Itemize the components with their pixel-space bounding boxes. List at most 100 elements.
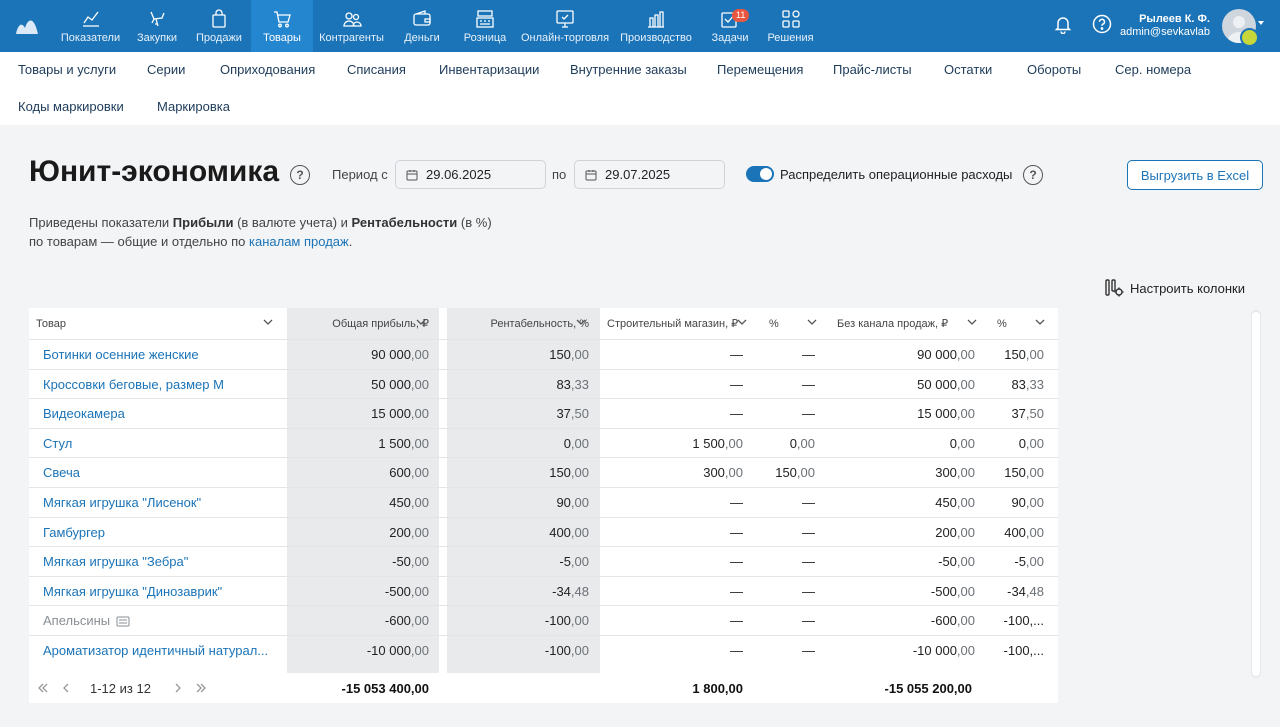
chevron-down-icon[interactable] bbox=[263, 319, 273, 326]
prev-page-icon[interactable] bbox=[60, 682, 72, 694]
column-header[interactable]: Строительный магазин, ₽ bbox=[607, 308, 747, 339]
column-header[interactable]: Общая прибыль, ₽ bbox=[287, 308, 429, 339]
product-link[interactable]: Ботинки осенние женские bbox=[43, 340, 199, 369]
value-cell: 150,00 bbox=[549, 458, 589, 487]
value-frac: ,00 bbox=[796, 465, 815, 481]
next-page-icon[interactable] bbox=[172, 682, 184, 694]
sales-channels-link[interactable]: каналам продаж bbox=[249, 234, 349, 249]
nav-label: Производство bbox=[620, 32, 692, 44]
first-page-icon[interactable] bbox=[37, 682, 49, 694]
date-from-field[interactable]: 29.06.2025 bbox=[395, 160, 546, 189]
column-header[interactable]: Без канала продаж, ₽ bbox=[837, 308, 977, 339]
vertical-scrollbar[interactable] bbox=[1251, 310, 1261, 678]
value-int: 83 bbox=[556, 376, 571, 392]
column-header[interactable]: Товар bbox=[36, 308, 266, 339]
calendar-icon bbox=[406, 169, 418, 180]
cart-icon bbox=[274, 11, 291, 28]
product-link[interactable]: Гамбургер bbox=[43, 518, 105, 547]
value-cell: 300,00 bbox=[703, 458, 743, 487]
value-int: -5 bbox=[1014, 554, 1026, 570]
value-cell: -500,00 bbox=[385, 577, 429, 606]
nav-item-wallet[interactable]: Деньги bbox=[390, 0, 454, 52]
column-header[interactable]: Рентабельность, % bbox=[447, 308, 589, 339]
nav-item-tasks[interactable]: Задачи 11 bbox=[698, 0, 762, 52]
product-link[interactable]: Мягкая игрушка "Динозаврик" bbox=[43, 577, 222, 606]
chevron-down-icon[interactable] bbox=[416, 319, 426, 326]
factory-icon bbox=[648, 11, 664, 28]
desc-text: . bbox=[348, 234, 353, 249]
value-frac: ,00 bbox=[410, 406, 429, 422]
subnav-item[interactable]: Товары и услуги bbox=[18, 62, 117, 77]
help-icon[interactable]: ? bbox=[290, 165, 310, 185]
product-link[interactable]: Ароматизатор идентичный натурал... bbox=[43, 636, 268, 665]
subnav-item[interactable]: Серии bbox=[147, 62, 186, 77]
chevron-down-icon[interactable] bbox=[967, 319, 977, 326]
value-frac: ,00 bbox=[956, 406, 975, 422]
product-link[interactable]: Стул bbox=[43, 429, 72, 458]
subnav-item[interactable]: Коды маркировки bbox=[18, 99, 124, 114]
nav-item-cart[interactable]: Товары bbox=[251, 0, 313, 52]
column-header[interactable]: % bbox=[997, 308, 1037, 339]
value-int: 0 bbox=[563, 435, 571, 451]
bell-icon[interactable] bbox=[1053, 14, 1073, 34]
product-link[interactable]: Видеокамера bbox=[43, 399, 125, 428]
nav-item-apps[interactable]: Решения bbox=[762, 0, 819, 52]
nav-item-bag[interactable]: Продажи bbox=[187, 0, 251, 52]
value-cell: — bbox=[802, 370, 815, 399]
product-link[interactable]: Свеча bbox=[43, 458, 80, 487]
help-icon[interactable]: ? bbox=[1023, 165, 1043, 185]
chevron-down-icon[interactable] bbox=[576, 319, 586, 326]
value-int: — bbox=[802, 583, 815, 599]
chevron-down-icon[interactable] bbox=[1258, 21, 1264, 25]
nav-item-basket[interactable]: Закупки bbox=[127, 0, 187, 52]
distribute-expenses-toggle[interactable] bbox=[746, 166, 774, 182]
table-row: Мягкая игрушка "Динозаврик" -500,00 -34,48… bbox=[29, 575, 1058, 606]
value-cell: 1 500,00 bbox=[378, 429, 429, 458]
subnav-item[interactable]: Списания bbox=[347, 62, 406, 77]
subnav-item[interactable]: Маркировка bbox=[157, 99, 230, 114]
value-int: -600 bbox=[384, 613, 411, 629]
nav-item-register[interactable]: Розница bbox=[454, 0, 516, 52]
value-frac: ,50 bbox=[1025, 406, 1044, 422]
value-int: — bbox=[802, 524, 815, 540]
nav-item-people[interactable]: Контрагенты bbox=[313, 0, 390, 52]
logo-icon[interactable] bbox=[14, 14, 40, 36]
configure-columns-button[interactable]: Настроить колонки bbox=[1104, 278, 1245, 298]
subnav-item[interactable]: Перемещения bbox=[717, 62, 804, 77]
chevron-down-icon[interactable] bbox=[807, 319, 817, 326]
subnav-item[interactable]: Инвентаризации bbox=[439, 62, 540, 77]
value-cell: 37,50 bbox=[556, 399, 589, 428]
nav-label: Закупки bbox=[136, 32, 178, 44]
distribute-expenses-label: Распределить операционные расходы bbox=[780, 167, 1013, 182]
last-page-icon[interactable] bbox=[195, 682, 207, 694]
user-info[interactable]: Рылеев К. Ф. admin@sevkavlab bbox=[1118, 13, 1210, 39]
subnav-item[interactable]: Внутренние заказы bbox=[570, 62, 687, 77]
value-cell: 150,00 bbox=[1004, 340, 1044, 369]
chevron-down-icon[interactable] bbox=[737, 319, 747, 326]
archive-icon bbox=[116, 616, 130, 627]
export-excel-button[interactable]: Выгрузить в Excel bbox=[1127, 160, 1263, 190]
value-int: 0 bbox=[949, 435, 957, 451]
value-cell: 90 000,00 bbox=[371, 340, 429, 369]
product-link[interactable]: Мягкая игрушка "Лисенок" bbox=[43, 488, 201, 517]
value-cell: 450,00 bbox=[935, 488, 975, 517]
help-icon[interactable] bbox=[1092, 14, 1112, 34]
product-link[interactable]: Апельсины bbox=[43, 606, 130, 635]
product-link[interactable]: Кроссовки беговые, размер M bbox=[43, 370, 224, 399]
value-cell: 300,00 bbox=[935, 458, 975, 487]
subnav-item[interactable]: Прайс-листы bbox=[833, 62, 912, 77]
column-header[interactable]: % bbox=[769, 308, 819, 339]
value-cell: — bbox=[802, 340, 815, 369]
nav-item-chart[interactable]: Показатели bbox=[54, 0, 127, 52]
nav-item-factory[interactable]: Производство bbox=[614, 0, 698, 52]
date-to-field[interactable]: 29.07.2025 bbox=[574, 160, 725, 189]
subnav-item[interactable]: Обороты bbox=[1027, 62, 1082, 77]
product-link[interactable]: Мягкая игрушка "Зебра" bbox=[43, 547, 188, 576]
chevron-down-icon[interactable] bbox=[1035, 319, 1045, 326]
nav-item-online[interactable]: Онлайн-торговля bbox=[516, 0, 614, 52]
value-int: 450 bbox=[389, 495, 411, 510]
subnav-item[interactable]: Оприходования bbox=[220, 62, 316, 77]
subnav-item[interactable]: Сер. номера bbox=[1115, 62, 1192, 77]
subnav-item[interactable]: Остатки bbox=[944, 62, 993, 77]
table-row: Кроссовки беговые, размер M 50 000,00 83,3… bbox=[29, 368, 1058, 399]
